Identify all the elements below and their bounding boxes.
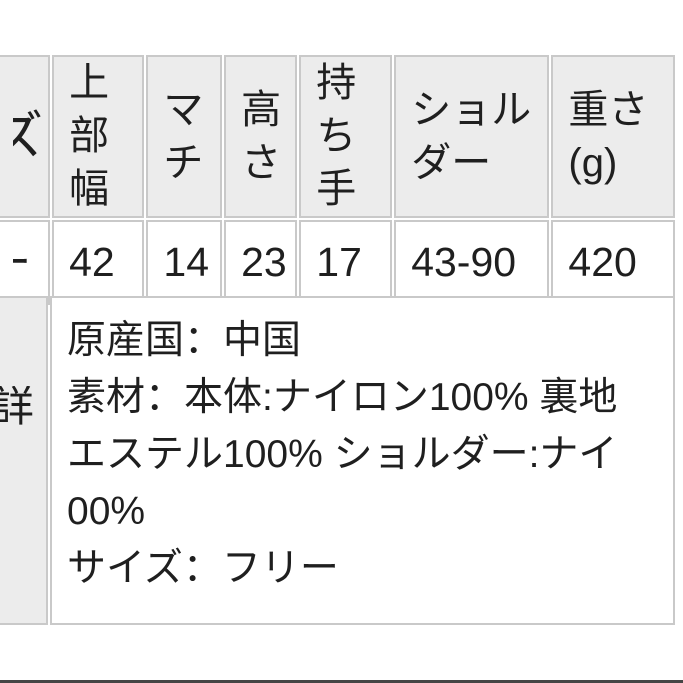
cell-height: 23 — [224, 220, 298, 305]
detail-line-origin: 原産国：中国 — [67, 319, 302, 362]
cell-gusset: 14 — [146, 220, 223, 305]
cell-shoulder: 43-90 — [394, 220, 550, 305]
size-header-fragment: ズ — [13, 62, 48, 212]
col-header-top-width: 上部 幅 — [52, 55, 145, 218]
detail-line-material-2: エステル100% ショルダー:ナイ — [67, 433, 618, 476]
bottom-divider — [0, 680, 683, 683]
col-header-handle: 持ち 手 — [299, 55, 393, 218]
cell-top-width: 42 — [52, 220, 145, 305]
details-content-cell: 原産国：中国 素材：本体:ナイロン100% 裏地 エステル100% ショルダー:… — [50, 296, 675, 625]
col-header-shoulder: ショル ダー — [394, 55, 550, 218]
cell-handle: 17 — [299, 220, 393, 305]
cell-size-clipped: ー — [0, 220, 51, 305]
detail-line-size: サイズ：フリー — [67, 547, 339, 590]
details-label-fragment: 詳 — [0, 386, 46, 428]
col-header-weight: 重さ (g) — [551, 55, 675, 218]
col-header-gusset: マ チ — [146, 55, 223, 218]
details-row-label-clipped: 詳 — [0, 296, 49, 625]
details-row: 詳 原産国：中国 素材：本体:ナイロン100% 裏地 エステル100% ショルダ… — [0, 296, 675, 625]
detail-line-material-1: 素材：本体:ナイロン100% 裏地 — [67, 376, 618, 419]
cell-weight: 420 — [551, 220, 675, 305]
size-spec-table: ズ 上部 幅 マ チ 高 さ 持ち 手 ショル ダー 重 — [0, 53, 677, 307]
size-table-value-row: ー 42 14 23 17 43-90 420 — [0, 220, 675, 305]
detail-line-material-3: 00% — [67, 490, 146, 533]
size-value-fragment: ー — [13, 222, 48, 303]
details-table: 詳 原産国：中国 素材：本体:ナイロン100% 裏地 エステル100% ショルダ… — [0, 294, 677, 627]
size-table-header-row: ズ 上部 幅 マ チ 高 さ 持ち 手 ショル ダー 重 — [0, 55, 675, 218]
col-header-height: 高 さ — [224, 55, 298, 218]
col-header-size-clipped: ズ — [0, 55, 51, 218]
